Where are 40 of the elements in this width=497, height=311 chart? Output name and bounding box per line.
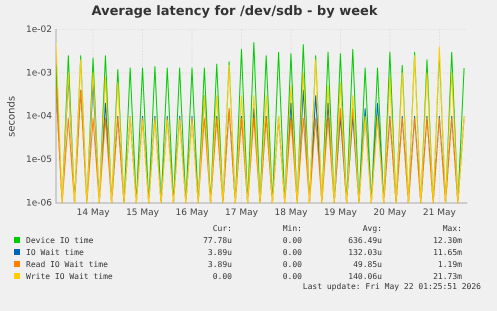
legend-label: Write IO Wait time xyxy=(25,271,114,283)
x-tick-label: 20 May xyxy=(373,208,408,218)
x-tick-label: 21 May xyxy=(422,208,456,218)
text: 3.89u xyxy=(206,247,232,259)
legend-label: Device IO time xyxy=(25,235,94,247)
text: 49.85u xyxy=(352,259,382,271)
text: 0.00 xyxy=(282,247,302,259)
text: 0.00 xyxy=(282,235,302,247)
y-tick-label: 1e-05 xyxy=(26,155,52,166)
text: 21.73m xyxy=(432,271,462,283)
text: Min: xyxy=(282,223,302,235)
y-axis-title: seconds xyxy=(6,96,18,137)
text: 77.78u xyxy=(202,235,232,247)
chart-title: Average latency for /dev/sdb - by week xyxy=(92,4,378,20)
legend-label: IO Wait time xyxy=(25,247,85,259)
x-tick-label: 15 May xyxy=(126,208,160,218)
text: 1.19m xyxy=(436,259,462,271)
text: Avg: xyxy=(362,223,382,235)
y-tick-label: 1e-02 xyxy=(26,24,52,35)
x-tick-label: 18 May xyxy=(274,208,308,218)
text: 0.00 xyxy=(212,271,232,283)
legend-label: Read IO Wait time xyxy=(25,259,109,271)
text: Cur: xyxy=(212,223,232,235)
x-tick-label: 14 May xyxy=(76,208,110,218)
text: Max: xyxy=(442,223,462,235)
x-tick-label: 16 May xyxy=(176,208,210,218)
text: 140.06u xyxy=(347,271,382,282)
y-tick-label: 1e-04 xyxy=(26,112,52,122)
text: Last update: Fri May 22 01:25:51 2026 xyxy=(302,282,481,291)
text: 12.30m xyxy=(432,235,462,247)
text: 132.03u xyxy=(347,247,382,259)
y-tick-label: 1e-03 xyxy=(26,68,52,78)
y-tick-label: 1e-06 xyxy=(26,198,52,209)
text: 0.00 xyxy=(282,271,302,283)
text: 3.89u xyxy=(206,259,232,271)
x-tick-label: 17 May xyxy=(225,208,259,218)
x-tick-label: 19 May xyxy=(324,208,358,218)
text: 11.65m xyxy=(432,247,462,259)
text: 636.49u xyxy=(347,235,382,247)
text: 0.00 xyxy=(282,259,302,271)
